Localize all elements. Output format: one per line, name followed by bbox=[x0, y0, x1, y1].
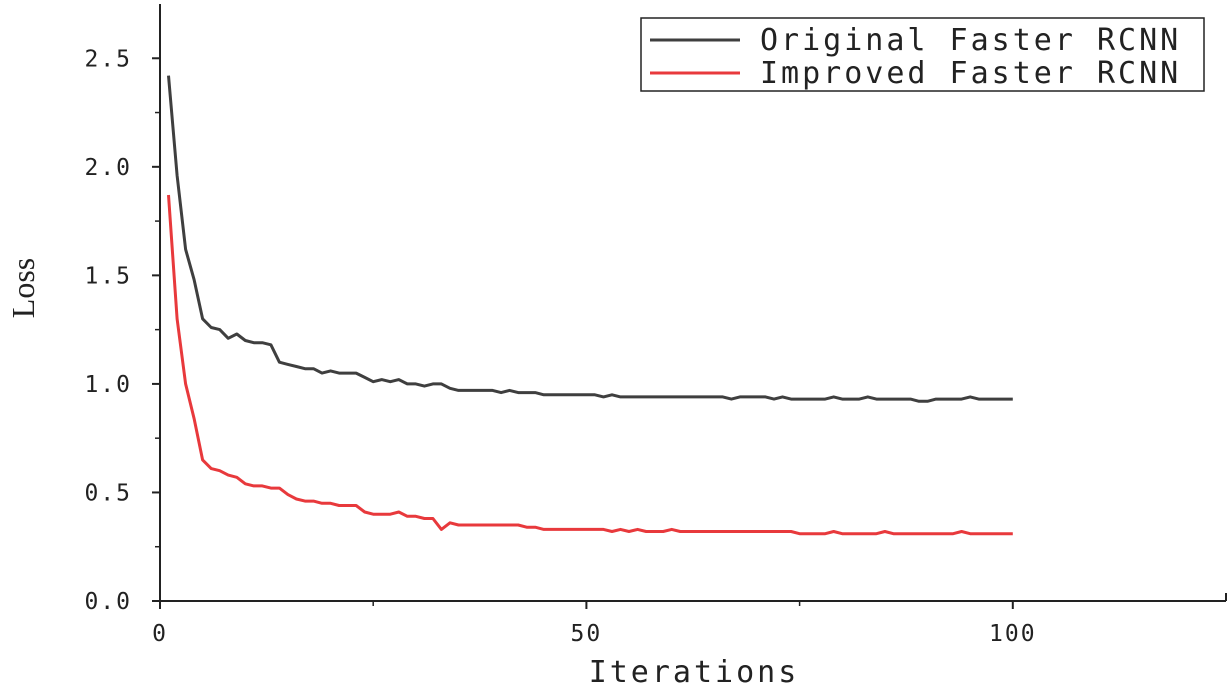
series-line-original bbox=[167, 75, 1013, 403]
y-axis-label: Loss bbox=[5, 258, 41, 318]
x-tick-label: 100 bbox=[989, 621, 1037, 647]
legend-box bbox=[640, 17, 1205, 92]
legend-label: Improved Faster RCNN bbox=[760, 56, 1181, 91]
x-tick-label: 0 bbox=[152, 621, 168, 647]
x-tick-label: 50 bbox=[571, 621, 603, 647]
y-tick-label: 2.0 bbox=[84, 155, 132, 181]
legend-label: Original Faster RCNN bbox=[760, 23, 1181, 58]
x-axis-label: Iterations bbox=[589, 655, 800, 686]
y-tick-label: 2.5 bbox=[84, 46, 132, 72]
axes bbox=[159, 4, 1227, 602]
y-tick-label: 0.0 bbox=[84, 589, 132, 615]
series-line-improved bbox=[167, 194, 1013, 536]
y-tick-label: 0.5 bbox=[84, 480, 132, 506]
y-tick-label: 1.0 bbox=[84, 372, 132, 398]
axis-ticks bbox=[152, 57, 1014, 609]
y-tick-label: 1.5 bbox=[84, 263, 132, 289]
tick-labels: 0.0 0.5 1.0 1.5 2.0 2.5 0 50 100 bbox=[84, 46, 1037, 647]
series-lines bbox=[167, 75, 1013, 536]
